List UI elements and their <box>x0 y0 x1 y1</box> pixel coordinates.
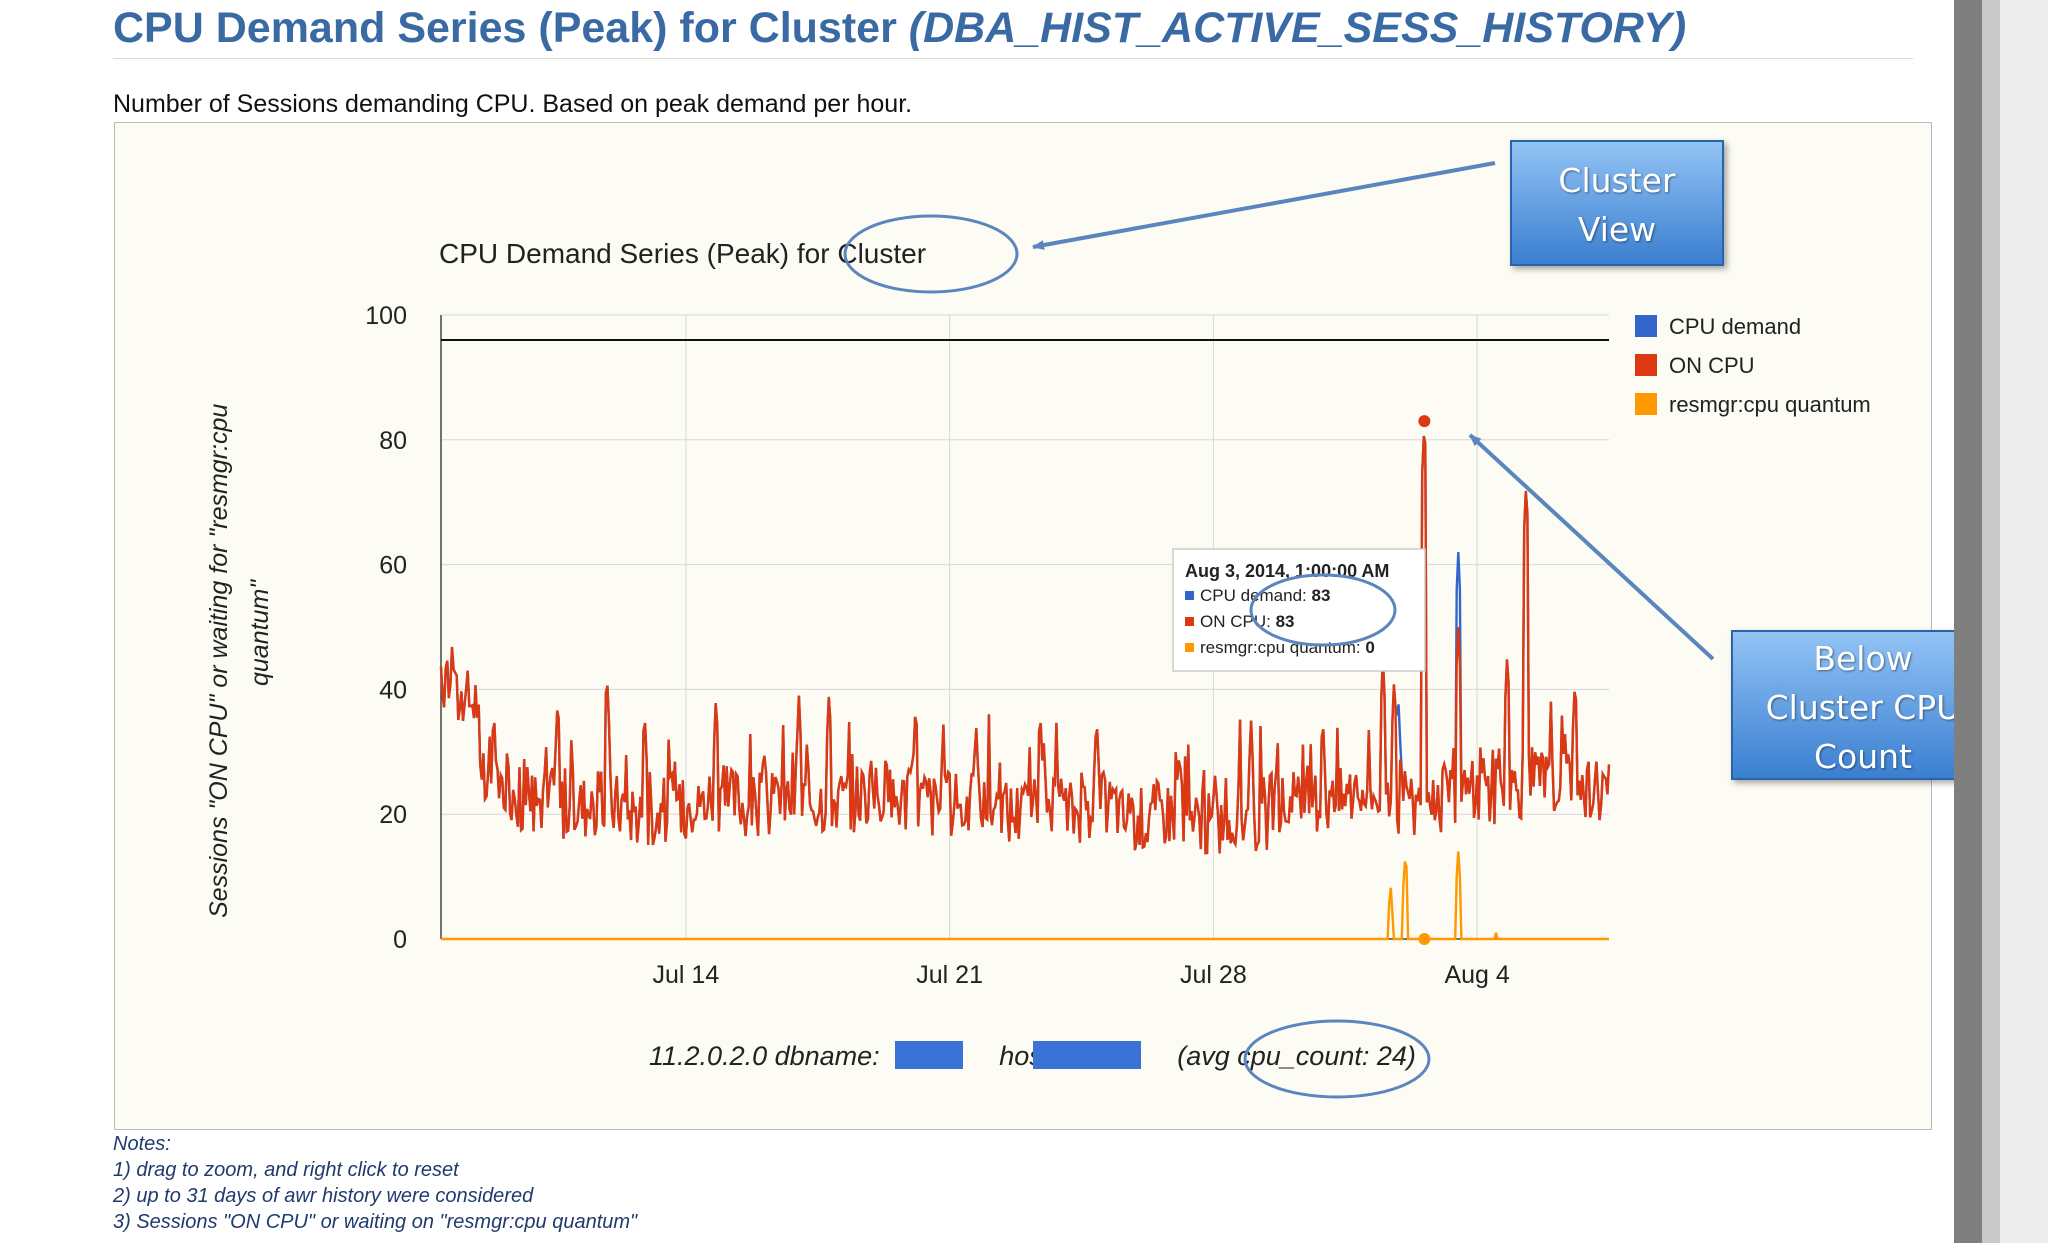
x-tick-label: Jul 21 <box>916 961 983 989</box>
cluster-highlight-ellipse <box>843 214 1019 294</box>
legend-label-on-cpu: ON CPU <box>1669 353 1755 378</box>
legend-label-resmgr: resmgr:cpu quantum <box>1669 392 1871 417</box>
x-tick-label: Aug 4 <box>1444 961 1509 989</box>
legend-swatch-cpu-demand <box>1635 315 1657 337</box>
y-tick-label: 80 <box>379 427 407 455</box>
y-tick-label: 20 <box>379 801 407 829</box>
redacted-dbname <box>895 1041 963 1069</box>
callout-cluster-view: Cluster View <box>1510 140 1724 266</box>
highlight-point-on-cpu[interactable] <box>1418 415 1431 428</box>
axis-layer: 0 20 40 60 80 100 Jul 14 Jul 21 Jul 28 Aug 4 <box>365 302 1609 989</box>
title-view-name: (DBA_HIST_ACTIVE_SESS_HISTORY) <box>908 4 1687 52</box>
legend-label-cpu-demand: CPU demand <box>1669 314 1801 339</box>
series-layer <box>439 338 1611 945</box>
grid-layer <box>441 314 1609 940</box>
notes-item-2: 2) up to 31 days of awr history were con… <box>113 1185 534 1207</box>
tooltip-box <box>1172 548 1426 672</box>
tooltip-swatch-resmgr <box>1185 643 1194 652</box>
callout-below-line2: Cluster CPU <box>1765 688 1961 727</box>
below-count-arrow <box>1468 433 1715 661</box>
callout-below-cpu-count: Below Cluster CPU Count <box>1731 630 1995 780</box>
tooltip-row-resmgr: resmgr:cpu quantum: 0 <box>1200 638 1375 657</box>
legend-swatch-on-cpu <box>1635 354 1657 376</box>
notes-item-3: 3) Sessions "ON CPU" or waiting on "resm… <box>113 1211 638 1233</box>
cluster-view-arrow <box>1032 161 1496 250</box>
x-tick-label: Jul 28 <box>1180 961 1247 989</box>
series-on-cpu <box>439 435 1611 855</box>
y-tick-label: 60 <box>379 552 407 580</box>
x-tick-label: Jul 14 <box>653 961 720 989</box>
y-axis-title-line2: quantum" <box>246 579 274 686</box>
y-axis-title-line1: Sessions "ON CPU" or waiting for "resmgr… <box>205 404 233 918</box>
chart-panel[interactable]: 0 20 40 60 80 100 Jul 14 Jul 21 Jul 28 Aug 4 CPU … <box>114 122 1932 1130</box>
legend: CPU demand ON CPU resmgr:cpu quantum <box>1635 314 1871 417</box>
notes-item-1: 1) drag to zoom, and right click to rese… <box>113 1159 459 1181</box>
page-title: CPU Demand Series (Peak) for Cluster (DB… <box>113 4 1686 53</box>
callout-cluster-view-line2: View <box>1577 210 1657 249</box>
page-edge-background <box>2000 0 2048 1243</box>
tooltip-swatch-cpu-demand <box>1185 591 1194 600</box>
chart-tooltip: Aug 3, 2014, 1:00:00 AM CPU demand: 83 O… <box>1172 548 1426 672</box>
title-divider <box>113 58 1913 59</box>
tooltip-swatch-on-cpu <box>1185 617 1194 626</box>
highlight-point-resmgr[interactable] <box>1418 933 1431 945</box>
chart-svg[interactable]: 0 20 40 60 80 100 Jul 14 Jul 21 Jul 28 Aug 4 CPU … <box>115 123 1933 1131</box>
title-main: CPU Demand Series (Peak) for Cluster <box>113 4 909 52</box>
y-tick-label: 0 <box>393 926 407 954</box>
tooltip-row-on-cpu: ON CPU: 83 <box>1200 612 1294 631</box>
cpu-count-highlight-ellipse <box>1243 1019 1431 1099</box>
page-edge-shadow <box>1954 0 1982 1243</box>
chart-description: Number of Sessions demanding CPU. Based … <box>113 90 913 118</box>
series-resmgr <box>441 851 1609 941</box>
y-tick-label: 100 <box>365 302 407 330</box>
callout-below-line3: Count <box>1813 737 1912 776</box>
callout-cluster-view-line1: Cluster <box>1558 161 1676 200</box>
callout-below-line1: Below <box>1813 639 1913 678</box>
chart-footer: 11.2.0.2.0 dbname: host: (avg cpu_count:… <box>649 1041 1416 1071</box>
y-tick-label: 40 <box>379 676 407 704</box>
tooltip-highlight-ellipse <box>1249 573 1397 647</box>
chart-title: CPU Demand Series (Peak) for Cluster <box>439 238 926 269</box>
notes-heading: Notes: <box>113 1133 171 1155</box>
page-edge-shadow-light <box>1982 0 2000 1243</box>
redacted-host <box>1033 1041 1141 1069</box>
legend-swatch-resmgr <box>1635 393 1657 415</box>
